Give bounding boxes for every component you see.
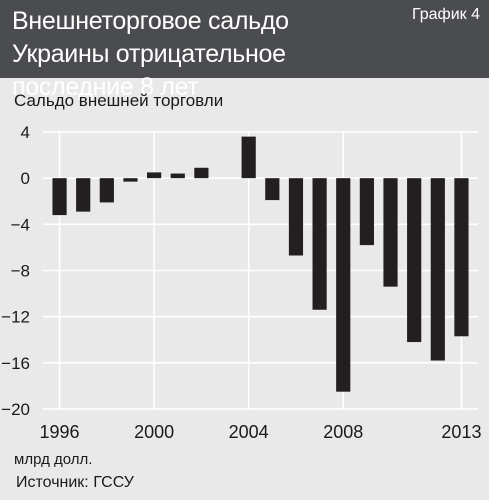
bar-2009 xyxy=(359,178,374,246)
bars xyxy=(52,136,469,392)
bar-2010 xyxy=(383,178,398,287)
chart-title: Внешнеторговое сальдо Украины отрицатель… xyxy=(12,7,289,101)
bar-2011 xyxy=(407,178,422,343)
y-tick-label: 0 xyxy=(21,169,30,188)
bar-2002 xyxy=(194,167,209,179)
bar-1999 xyxy=(123,178,138,182)
bar-2004 xyxy=(241,136,256,179)
bar-2012 xyxy=(430,178,445,361)
y-tick-labels: 4 0 −4 −8 −12 −16 −20 xyxy=(1,123,30,419)
bar-1996 xyxy=(52,178,67,216)
y-tick-label: −4 xyxy=(11,215,30,234)
x-tick-label: 2008 xyxy=(323,422,363,442)
x-tick-label: 2013 xyxy=(441,422,481,442)
y-tick-label: −16 xyxy=(1,354,30,373)
bar-2007 xyxy=(312,178,327,310)
bar-chart: Сальдо внешней торговли 40−4−8−12−16−20 … xyxy=(1,91,482,468)
bar-2006 xyxy=(288,178,304,256)
y-tick-label: 4 xyxy=(21,123,30,142)
bar-2013 xyxy=(454,178,469,337)
chart-header: Внешнеторговое сальдо Украины отрицатель… xyxy=(0,0,489,101)
bar-2000 xyxy=(147,172,162,179)
x-tick-label: 1996 xyxy=(40,422,80,442)
unit-label: млрд долл. xyxy=(14,451,92,468)
bar-1998 xyxy=(99,178,114,203)
y-axis-title: Сальдо внешней торговли xyxy=(14,91,223,110)
source-note: Источник: ГССУ xyxy=(16,474,134,491)
figure-number-badge: График 4 xyxy=(411,6,480,23)
x-tick-label: 2000 xyxy=(134,422,174,442)
y-tick-label: −8 xyxy=(11,262,30,281)
gridlines xyxy=(43,131,478,410)
y-tick-label: −20 xyxy=(1,400,30,419)
bar-2008 xyxy=(336,178,351,392)
bar-2005 xyxy=(265,178,280,201)
y-tick-label: −12 xyxy=(1,308,30,327)
bar-2001 xyxy=(170,173,185,179)
x-tick-label: 2004 xyxy=(229,422,269,442)
x-tick-labels: 1996 2000 2004 2008 2013 xyxy=(40,422,482,442)
bar-1997 xyxy=(76,178,91,212)
